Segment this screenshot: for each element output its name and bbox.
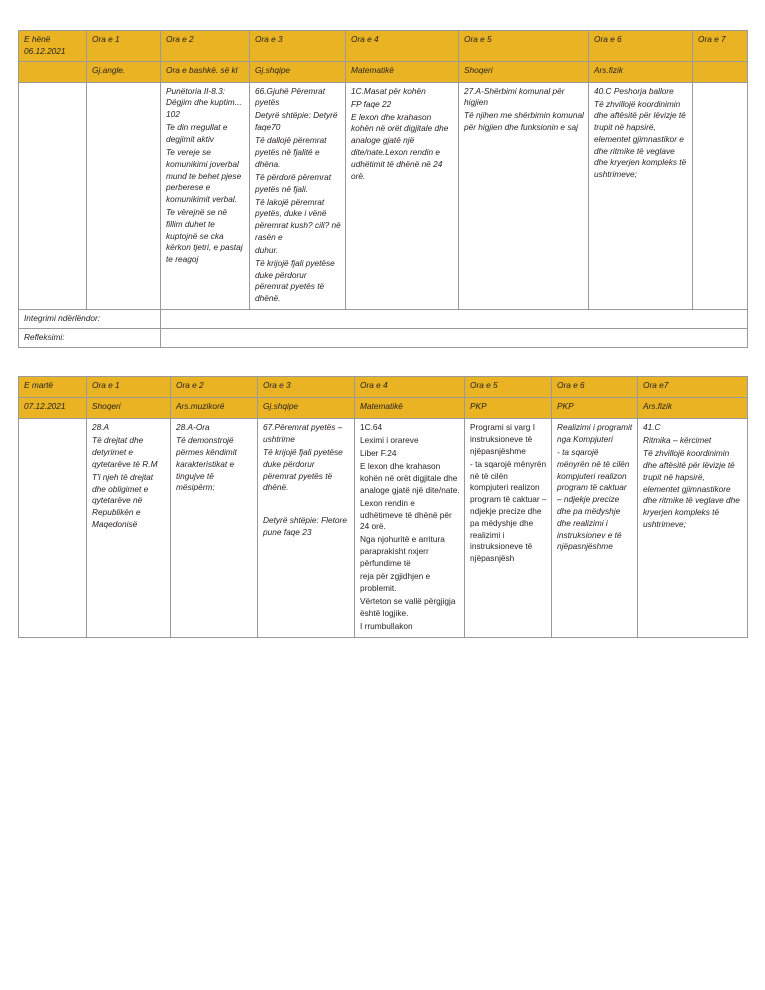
table1-lesson-cell-6: 40.C Peshorja ballore Të zhvillojë koordi… bbox=[588, 81, 693, 311]
table1-content-daycell bbox=[18, 81, 87, 311]
table2-day-cell: E martë bbox=[18, 376, 87, 399]
table1-lesson-cell-2: Punëtoria II-8.3: Dëgjim dhe kuptim... 1… bbox=[160, 81, 250, 311]
table1-subject-7 bbox=[692, 60, 748, 83]
table1-period-header-6: Ora e 6 bbox=[588, 30, 693, 62]
table1-integration-row: Integrimi ndërlëndor: bbox=[18, 309, 748, 330]
table2-period-header-7: Ora e7 bbox=[637, 376, 748, 399]
table2-lesson-cell-5: Programi si varg I instruksioneve të një… bbox=[464, 418, 552, 638]
table1-day-cell: E hënë 06.12.2021 bbox=[18, 30, 87, 62]
table1-integration-value[interactable] bbox=[160, 309, 748, 330]
table1-subject-6: Ars.fizik bbox=[588, 60, 693, 83]
table2-content-row: 28.A Të drejtat dhe detyrimet e qytetarëv… bbox=[18, 418, 748, 638]
table1-day-label: E hënë bbox=[24, 34, 51, 44]
table2-subject-7: Ars.fizik bbox=[637, 397, 748, 420]
table2-day-date: 07.12.2021 bbox=[18, 397, 87, 420]
table2-period-header-3: Ora e 3 bbox=[257, 376, 355, 399]
table2-period-header-1: Ora e 1 bbox=[86, 376, 171, 399]
schedule-table-monday: E hënë 06.12.2021 Ora e 1 Ora e 2 Ora e … bbox=[18, 30, 748, 349]
table2-subject-2: Ars.muzikorë bbox=[170, 397, 258, 420]
table1-subject-4: Matematikë bbox=[345, 60, 459, 83]
table2-lesson-cell-7: 41.C Ritmika – kërcimet Të zhvillojë koord… bbox=[637, 418, 748, 638]
table2-subject-1: Shoqeri bbox=[86, 397, 171, 420]
table2-period-header-6: Ora e 6 bbox=[551, 376, 638, 399]
table2-lesson-cell-6: Realizimi i programit nga Kompjuteri - ta… bbox=[551, 418, 638, 638]
table2-period-header-2: Ora e 2 bbox=[170, 376, 258, 399]
table1-header-row-subjects: Gj.angle. Ora e bashkë. së kl Gj.shqipe … bbox=[18, 60, 748, 83]
table2-lesson-cell-2: 28.A-Ora Të demonstrojë përmes këndimit k… bbox=[170, 418, 258, 638]
table2-header-row-subjects: 07.12.2021 Shoqeri Ars.muzikorë Gj.shqip… bbox=[18, 397, 748, 420]
table2-subject-3: Gj.shqipe bbox=[257, 397, 355, 420]
table1-subject-3: Gj.shqipe bbox=[249, 60, 346, 83]
table2-period-header-5: Ora e 5 bbox=[464, 376, 552, 399]
table1-reflection-row: Refleksimi: bbox=[18, 328, 748, 349]
table2-subject-5: PKP bbox=[464, 397, 552, 420]
table2-lesson-cell-4: 1C.64 Leximi i orareve Liber F.24 E lexon d… bbox=[354, 418, 465, 638]
table2-subject-6: PKP bbox=[551, 397, 638, 420]
table2-content-daycell bbox=[18, 418, 87, 638]
table1-lesson-cell-5: 27.A-Shërbimi komunal për higjien Të njih… bbox=[458, 81, 589, 311]
table1-subject-spacer bbox=[18, 60, 87, 83]
table1-content-row: Punëtoria II-8.3: Dëgjim dhe kuptim... 1… bbox=[18, 81, 748, 311]
table1-lesson-cell-1 bbox=[86, 81, 161, 311]
table1-period-header-7: Ora e 7 bbox=[692, 30, 748, 62]
schedule-table-tuesday: E martë Ora e 1 Ora e 2 Ora e 3 Ora e 4 … bbox=[18, 376, 748, 638]
table1-integration-label: Integrimi ndërlëndor: bbox=[18, 309, 161, 330]
table1-lesson-cell-4: 1C.Masat për kohën FP faqe 22 E lexon dhe … bbox=[345, 81, 459, 311]
table1-period-header-2: Ora e 2 bbox=[160, 30, 250, 62]
table1-lesson-cell-3: 66.Gjuhë Përemrat pyetës Detyrë shtëpie: … bbox=[249, 81, 346, 311]
table1-subject-2: Ora e bashkë. së kl bbox=[160, 60, 250, 83]
table2-subject-4: Matematikë bbox=[354, 397, 465, 420]
table-spacer bbox=[18, 348, 747, 376]
table1-period-header-3: Ora e 3 bbox=[249, 30, 346, 62]
table1-period-header-4: Ora e 4 bbox=[345, 30, 459, 62]
table1-lesson-cell-7 bbox=[692, 81, 748, 311]
table2-header-row-periods: E martë Ora e 1 Ora e 2 Ora e 3 Ora e 4 … bbox=[18, 376, 748, 399]
table1-reflection-label: Refleksimi: bbox=[18, 328, 161, 349]
table1-day-date: 06.12.2021 bbox=[24, 45, 66, 56]
table1-reflection-value[interactable] bbox=[160, 328, 748, 349]
table2-lesson-cell-3: 67.Përemrat pyetës – ushtrime Të krijojë … bbox=[257, 418, 355, 638]
table2-day-label: E martë bbox=[24, 380, 54, 391]
table1-header-row-periods: E hënë 06.12.2021 Ora e 1 Ora e 2 Ora e … bbox=[18, 30, 748, 62]
table1-period-header-1: Ora e 1 bbox=[86, 30, 161, 62]
table1-subject-5: Shoqeri bbox=[458, 60, 589, 83]
table2-lesson-cell-1: 28.A Të drejtat dhe detyrimet e qytetarëv… bbox=[86, 418, 171, 638]
table1-subject-1: Gj.angle. bbox=[86, 60, 161, 83]
table1-period-header-5: Ora e 5 bbox=[458, 30, 589, 62]
table2-period-header-4: Ora e 4 bbox=[354, 376, 465, 399]
